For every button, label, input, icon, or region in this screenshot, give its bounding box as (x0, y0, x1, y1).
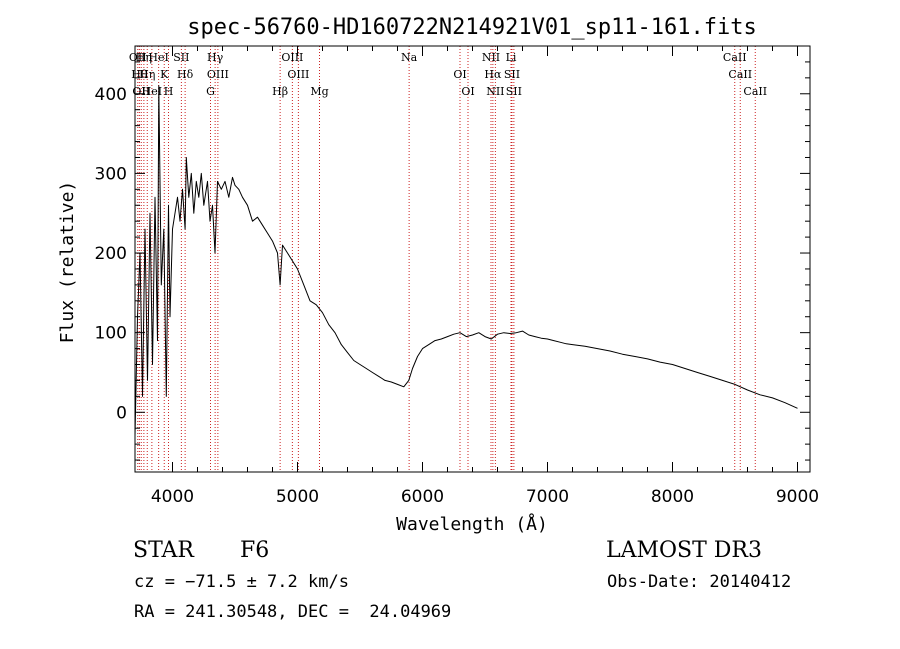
coordinates-text: RA = 241.30548, DEC = 24.04969 (134, 602, 452, 622)
line-label: K (160, 68, 169, 81)
x-tick-label: 7000 (526, 487, 569, 507)
observation-date: Obs-Date: 20140412 (607, 572, 792, 592)
line-label: Mg (310, 85, 328, 98)
line-label: SII (173, 51, 189, 64)
line-label: Hη (136, 51, 152, 64)
line-label: NII (482, 51, 500, 64)
line-label: Li (506, 51, 517, 64)
plot-frame (134, 45, 811, 473)
line-label: CaII (723, 51, 747, 64)
y-tick-label: 200 (95, 244, 127, 264)
y-axis-label: Flux (relative) (57, 181, 78, 344)
y-tick-label: 100 (95, 324, 127, 344)
line-label: Hγ (207, 51, 224, 64)
line-label: H (164, 85, 174, 98)
line-label: OIII (281, 51, 303, 64)
line-label: OI (461, 85, 474, 98)
line-label: SII (506, 85, 522, 98)
line-label: Hδ (177, 68, 194, 81)
object-class-label: STAR (133, 538, 194, 563)
series-group (134, 85, 798, 437)
x-axis-label: Wavelength (Å) (396, 513, 548, 535)
survey-label: LAMOST DR3 (606, 538, 762, 563)
line-label: SII (504, 68, 520, 81)
line-label: CaII (728, 68, 752, 81)
spectral-line-labels: OIIHθOIIHηHηHeIHeIKHSIIHδGHγOIIIHβOIIIOI… (129, 51, 767, 98)
object-subclass-label: F6 (240, 538, 270, 563)
axis-ticks: 4000 5000 6000 7000 8000 9000 0 100 200 300 400 (95, 46, 819, 507)
line-label: CaII (743, 85, 767, 98)
y-tick-label: 0 (116, 403, 127, 423)
line-label: OII (132, 85, 150, 98)
line-label: OI (453, 68, 466, 81)
y-tick-label: 300 (95, 164, 127, 184)
line-label: OII (129, 51, 147, 64)
line-label: Na (401, 51, 418, 64)
x-tick-label: 6000 (401, 487, 444, 507)
x-tick-label: 9000 (776, 487, 819, 507)
line-label: OIII (287, 68, 309, 81)
y-tick-label: 400 (95, 85, 127, 105)
redshift-text: cz = −71.5 ± 7.2 km/s (134, 572, 349, 592)
spectral-line-markers (137, 46, 756, 472)
x-tick-label: 8000 (651, 487, 694, 507)
line-label: Hβ (272, 85, 288, 98)
line-label: OIII (207, 68, 229, 81)
x-tick-label: 4000 (151, 487, 194, 507)
line-label: Hη (139, 68, 155, 81)
chart-title: spec-56760-HD160722N214921V01_sp11-161.f… (187, 15, 757, 40)
line-label: HeI (148, 51, 168, 64)
line-label: NII (486, 85, 504, 98)
x-tick-label: 5000 (276, 487, 319, 507)
line-label: Hα (484, 68, 502, 81)
spectrum-line (134, 85, 798, 437)
line-label: HeI (142, 85, 162, 98)
line-label: G (206, 85, 215, 98)
